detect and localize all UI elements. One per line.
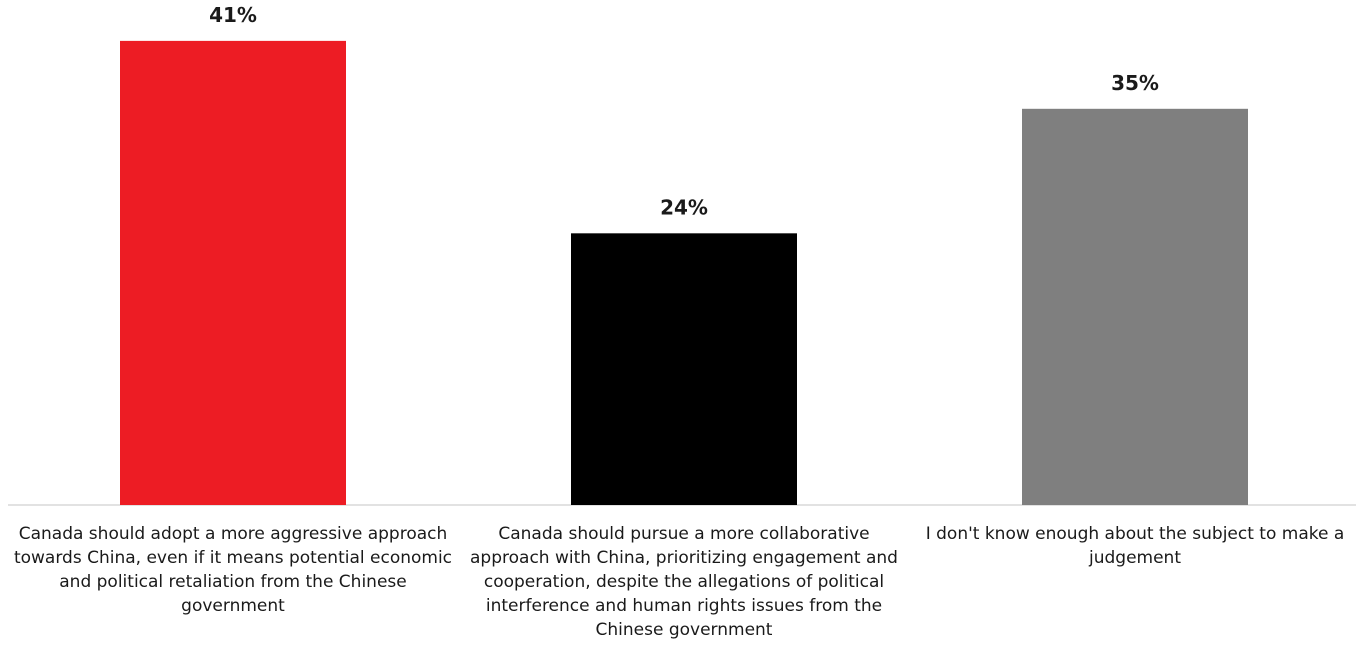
bar-dont-know [1022,108,1248,506]
bar-aggressive [120,40,346,505]
data-label-collaborative: 24% [660,195,708,219]
category-label-collaborative: Canada should pursue a more collaborativ… [470,524,898,640]
data-label-aggressive: 41% [209,3,257,27]
category-label-aggressive: Canada should adopt a more aggressive ap… [13,524,453,616]
bar-collaborative [571,233,797,505]
data-label-dont-know: 35% [1111,71,1159,95]
category-label-dont-know: I don't know enough about the subject to… [925,524,1345,568]
